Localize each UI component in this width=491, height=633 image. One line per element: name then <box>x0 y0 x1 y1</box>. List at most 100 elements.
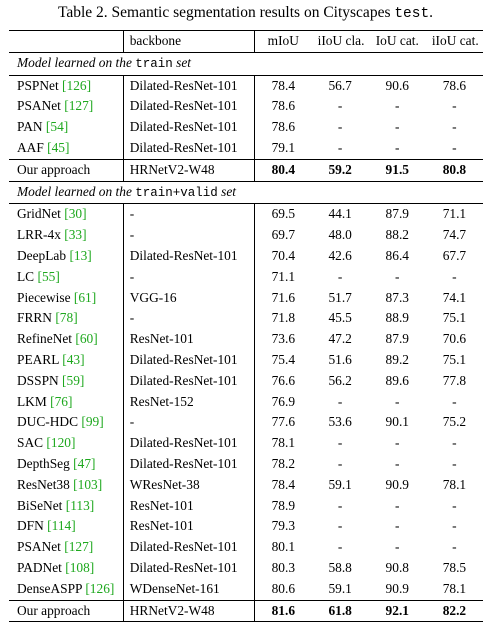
citation-link[interactable]: [126] <box>85 580 115 596</box>
citation-link[interactable]: [45] <box>47 139 70 155</box>
table-caption: Table 2. Semantic segmentation results o… <box>0 4 491 22</box>
iiou-cla-cell: 61.8 <box>311 599 369 623</box>
iiou-cat-cell: 74.7 <box>442 227 467 243</box>
table-row: PEARL [43] Dilated-ResNet-101 75.4 51.6 89.2… <box>9 349 483 371</box>
backbone-cell: ResNet-101 <box>122 495 255 517</box>
citation-link[interactable]: [120] <box>46 435 76 451</box>
iou-cat-cell: - <box>395 455 400 471</box>
citation-link[interactable]: [33] <box>64 227 87 243</box>
backbone-cell: ResNet-152 <box>122 391 255 413</box>
iou-cat-cell: - <box>395 268 400 284</box>
citation-link[interactable]: [47] <box>73 455 96 471</box>
citation-link[interactable]: [76] <box>50 393 73 409</box>
header-iiou-cat: iIoU cat. <box>425 30 483 53</box>
citation-link[interactable]: [13] <box>69 247 92 263</box>
method-name: Piecewise <box>17 289 71 305</box>
miou-cell: 78.2 <box>253 453 312 475</box>
table-row: RefineNet [60] ResNet-101 73.6 47.2 87.9 70.6 <box>9 329 483 350</box>
caption-text: Table 2. Semantic segmentation results o… <box>57 4 395 21</box>
method-cell: AAF [45] <box>9 138 123 159</box>
table-row: PSPNet [126] Dilated-ResNet-101 78.4 56.7 90… <box>9 74 483 97</box>
iiou-cla-cell: 53.6 <box>328 414 352 430</box>
iou-cat-cell: - <box>395 98 400 114</box>
method-name: DFN <box>17 518 44 534</box>
backbone-cell: ResNet-101 <box>122 516 255 538</box>
table-row: PAN [54] Dilated-ResNet-101 78.6- - - <box>9 117 483 138</box>
iiou-cla-cell: 48.0 <box>328 227 352 243</box>
header-miou: mIoU <box>253 30 312 53</box>
iiou-cla-cell: - <box>337 268 343 284</box>
citation-link[interactable]: [61] <box>73 289 97 305</box>
miou-cell: 75.4 <box>253 349 312 371</box>
citation-link[interactable]: [127] <box>64 539 94 555</box>
miou-cell: 70.4 <box>253 245 312 267</box>
method-name: LKM <box>17 393 47 409</box>
iou-cat-cell: 89.2 <box>385 351 409 367</box>
iiou-cat-cell: - <box>452 455 457 471</box>
iiou-cat-cell: - <box>452 119 457 135</box>
method-cell: PSANet [127] <box>9 96 123 117</box>
citation-link[interactable]: [54] <box>45 119 69 135</box>
miou-cell: 78.4 <box>253 474 312 496</box>
citation-link[interactable]: [113] <box>65 497 95 513</box>
backbone-cell: Dilated-ResNet-101 <box>122 537 255 558</box>
iiou-cat-cell: - <box>452 518 457 534</box>
iiou-cat-cell: 75.2 <box>442 414 467 430</box>
citation-link[interactable]: [60] <box>75 331 98 347</box>
iou-cat-cell: - <box>395 539 400 555</box>
method-name: PEARL <box>17 351 59 367</box>
iiou-cla-cell: 47.2 <box>328 331 352 347</box>
iiou-cat-cell: - <box>452 139 457 155</box>
citation-link[interactable]: [114] <box>47 518 76 534</box>
table-row: DFN [114] ResNet-101 79.3- - - <box>9 516 483 538</box>
method-cell: PADNet [108] <box>9 558 123 579</box>
header-method <box>9 30 124 53</box>
table-row: BiSeNet [113] ResNet-101 78.9- - - <box>9 495 483 517</box>
miou-cell: 69.5 <box>253 203 312 226</box>
method-cell: DUC-HDC [99] <box>9 412 123 433</box>
citation-link[interactable]: [127] <box>64 98 94 114</box>
method-cell: PAN [54] <box>9 117 123 138</box>
citation-link[interactable]: [55] <box>37 268 60 284</box>
iou-cat-cell: - <box>395 119 400 135</box>
iou-cat-cell: 87.3 <box>385 289 409 305</box>
citation-link[interactable]: [78] <box>55 310 78 326</box>
method-cell: LRR-4x [33] <box>9 225 123 246</box>
header-iou-cat: IoU cat. <box>368 30 426 53</box>
iiou-cat-cell: - <box>452 497 457 513</box>
iiou-cla-cell: 44.1 <box>311 203 369 226</box>
miou-cell: 79.1 <box>253 137 312 160</box>
method-name: PSANet <box>17 539 61 555</box>
citation-link[interactable]: [126] <box>62 77 92 93</box>
miou-cell: 73.6 <box>253 329 312 350</box>
backbone-cell: - <box>122 308 255 330</box>
header-iiou-cla: iIoU cla. <box>311 30 369 53</box>
miou-cell: 80.3 <box>253 557 312 579</box>
backbone-cell: - <box>122 266 255 288</box>
backbone-cell: Dilated-ResNet-101 <box>122 557 255 579</box>
iiou-cat-cell: - <box>452 393 457 409</box>
citation-link[interactable]: [30] <box>64 206 87 222</box>
miou-cell: 80.4 <box>253 158 312 182</box>
method-name: DenseASPP <box>17 580 82 596</box>
iiou-cla-cell: - <box>337 455 343 471</box>
table-row: SAC [120] Dilated-ResNet-101 78.1- - - <box>9 433 483 454</box>
iiou-cla-cell: - <box>337 139 343 155</box>
citation-link[interactable]: [43] <box>62 351 85 367</box>
citation-link[interactable]: [99] <box>81 414 104 430</box>
method-cell: PSANet [127] <box>9 537 123 558</box>
citation-link[interactable]: [103] <box>73 476 103 492</box>
table-row: LC [55] -71.1- - - <box>9 266 483 288</box>
citation-link[interactable]: [108] <box>65 559 95 575</box>
table-row: Piecewise [61] VGG-16 71.6 51.7 87.3 74.1 <box>9 287 483 309</box>
our-approach-row: Our approach HRNetV2-W48 81.6 61.8 92.1 82.2 <box>9 599 483 623</box>
iiou-cat-cell: - <box>452 539 457 555</box>
iiou-cat-cell: 75.1 <box>442 351 467 367</box>
iou-cat-cell: 90.9 <box>385 580 409 596</box>
miou-cell: 71.8 <box>253 308 312 330</box>
citation-link[interactable]: [59] <box>62 372 85 388</box>
method-cell: ResNet38 [103] <box>9 475 123 496</box>
iou-cat-cell: 88.9 <box>385 310 409 326</box>
miou-cell: 78.1 <box>253 433 312 454</box>
method-name: GridNet <box>17 206 61 222</box>
